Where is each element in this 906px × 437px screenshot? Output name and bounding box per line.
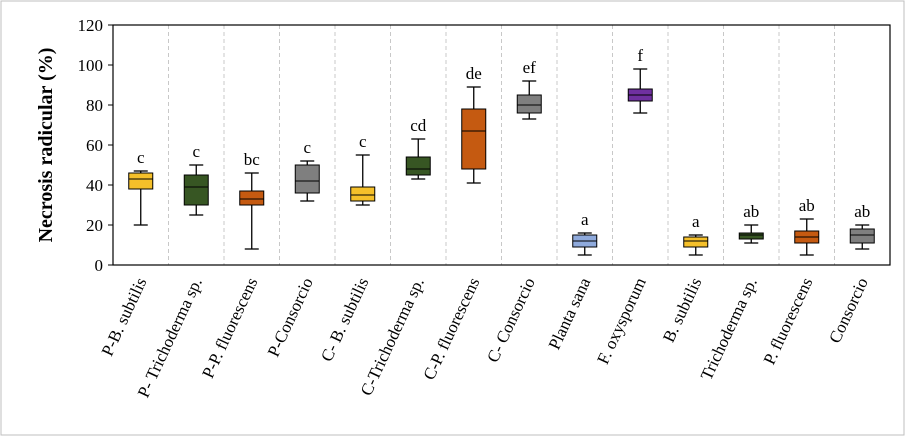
y-tick-label: 80 <box>86 96 103 115</box>
box <box>738 232 764 240</box>
box <box>183 174 209 206</box>
significance-letter: a <box>692 212 700 231</box>
significance-letter: bc <box>244 150 261 169</box>
box <box>350 186 376 202</box>
significance-letter: c <box>359 132 367 151</box>
significance-letter: ab <box>799 196 815 215</box>
y-tick-label: 60 <box>86 136 103 155</box>
significance-letter: de <box>466 64 482 83</box>
plot-area <box>112 24 891 266</box>
significance-letter: c <box>303 138 311 157</box>
significance-letter: cd <box>410 116 427 135</box>
significance-letter: ab <box>743 202 759 221</box>
significance-letter: a <box>581 210 589 229</box>
y-tick-label: 100 <box>78 56 104 75</box>
y-axis-title: Necrosis radicular (%) <box>35 48 57 243</box>
box <box>239 190 265 206</box>
significance-letter: ab <box>854 202 870 221</box>
box <box>294 164 320 194</box>
y-tick-label: 0 <box>95 256 104 275</box>
y-tick-label: 120 <box>78 16 104 35</box>
box <box>405 156 431 176</box>
box <box>128 172 154 190</box>
box <box>516 94 542 114</box>
significance-letter: f <box>637 46 643 65</box>
box <box>461 108 487 170</box>
y-tick-label: 20 <box>86 216 103 235</box>
significance-letter: ef <box>523 58 537 77</box>
box <box>683 236 709 248</box>
significance-letter: c <box>137 148 145 167</box>
box <box>849 228 875 244</box>
y-tick-label: 40 <box>86 176 103 195</box>
significance-letter: c <box>192 142 200 161</box>
